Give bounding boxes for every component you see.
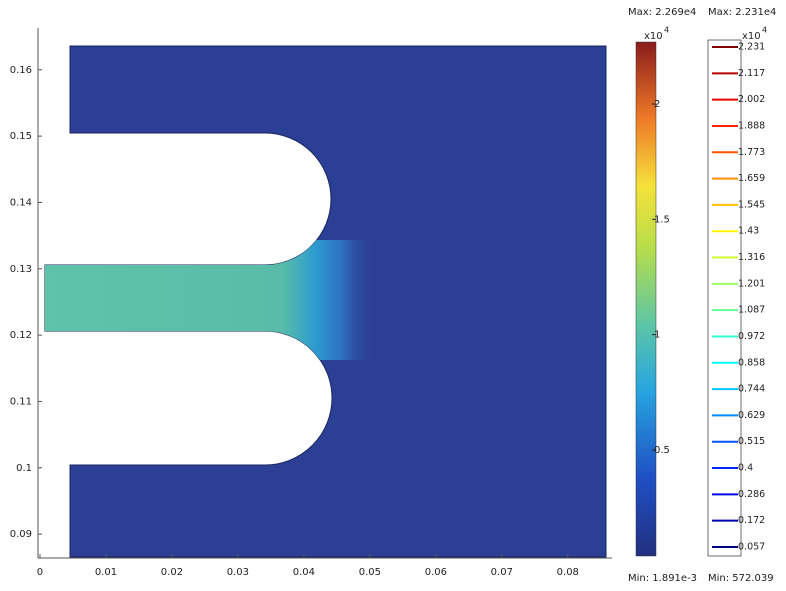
contour-exponent-base: x10 [742, 31, 761, 42]
x-tick-label: 0.06 [425, 567, 447, 578]
contour-level-label: 1.201 [738, 278, 765, 289]
y-tick-label: 0.16 [10, 65, 32, 76]
contour-level-label: 2.117 [738, 68, 765, 79]
contour-level-label: 1.087 [738, 305, 765, 316]
y-tick-label: 0.13 [10, 264, 32, 275]
contour-min: Min: 572.039 [708, 573, 774, 584]
x-tick-label: 0.04 [293, 567, 315, 578]
contour-level-label: 1.773 [738, 147, 765, 158]
contour-level-label: 2.002 [738, 94, 765, 105]
contour-exponent: 4 [762, 26, 767, 35]
field-highlight [45, 240, 375, 360]
contour-level-label: 0.744 [738, 384, 765, 395]
contour-level-label: 0.629 [738, 410, 765, 421]
y-tick-label: 0.1 [16, 463, 32, 474]
x-tick-label: 0.02 [161, 567, 183, 578]
contour-level-label: 1.43 [738, 226, 759, 237]
x-tick-label: 0.03 [227, 567, 249, 578]
y-tick-label: 0.14 [10, 197, 32, 208]
contour-level-label: 0.972 [738, 331, 765, 342]
x-tick-label: 0.07 [491, 567, 513, 578]
contour-level-label: 2.231 [738, 42, 765, 53]
contour-level-label: 1.316 [738, 252, 765, 263]
contour-level-label: 0.286 [738, 489, 765, 500]
x-tick-label: 0.05 [359, 567, 381, 578]
y-tick-label: 0.12 [10, 330, 32, 341]
contour-level-label: 0.4 [738, 463, 753, 474]
colorbar-tick-label: 2 [654, 99, 660, 110]
contour-max: Max: 2.231e4 [708, 7, 776, 18]
y-tick-label: 0.11 [10, 396, 32, 407]
x-tick-label: 0.01 [95, 567, 117, 578]
y-tick-label: 0.09 [10, 529, 32, 540]
contour-level-label: 0.515 [738, 436, 765, 447]
contour-level-label: 1.545 [738, 199, 765, 210]
contour-level-label: 1.659 [738, 173, 765, 184]
colorbar-tick-label: 0.5 [654, 445, 670, 456]
colorbar-max: Max: 2.269e4 [628, 7, 696, 18]
high-field-region [45, 240, 375, 360]
colorbar-tick-label: 1 [654, 330, 660, 341]
contour-level-label: 1.888 [738, 120, 765, 131]
y-tick-label: 0.15 [10, 131, 32, 142]
colorbar-exponent-base: x10 [644, 31, 663, 42]
x-tick-label: 0 [37, 567, 43, 578]
contour-level-label: 0.858 [738, 357, 765, 368]
x-tick-label: 0.08 [557, 567, 579, 578]
contour-level-label: 0.057 [738, 542, 765, 553]
colorbar-exponent: 4 [664, 26, 669, 35]
contour-legend-box [707, 39, 742, 557]
plot-area [37, 28, 612, 559]
colorbar-tick-label: 1.5 [654, 214, 670, 225]
colorbar [635, 41, 657, 557]
colorbar-min: Min: 1.891e-3 [628, 573, 697, 584]
contour-level-label: 0.172 [738, 515, 765, 526]
